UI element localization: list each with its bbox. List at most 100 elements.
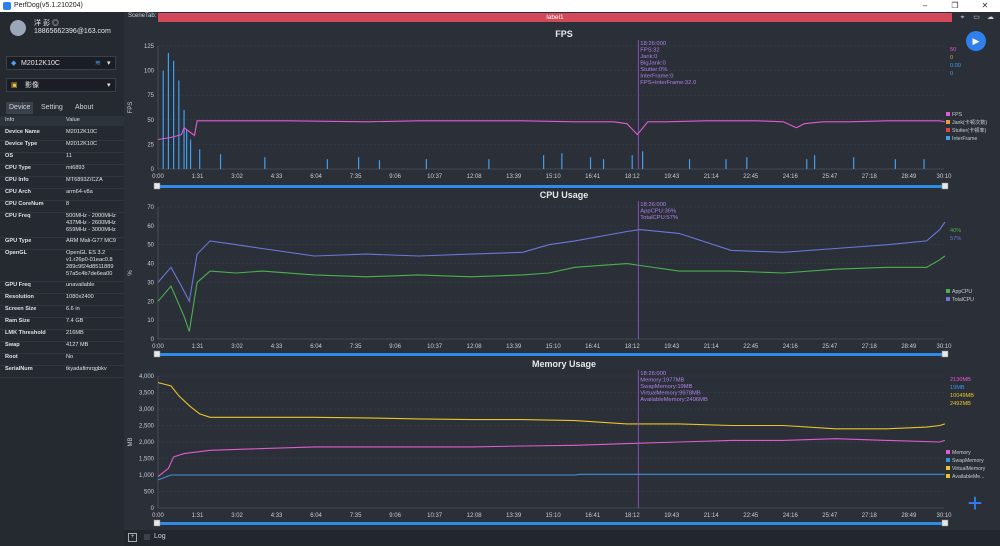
info-key: CPU Freq [5, 213, 31, 219]
x-tick-label: 6:04 [310, 513, 322, 519]
x-tick-label: 7:35 [350, 174, 362, 180]
y-tick-label: 100 [144, 69, 155, 75]
table-row: CPU Freq 500MHz - 2000MHz 437MHz - 2600MH… [0, 212, 124, 238]
y-tick-label: 125 [144, 44, 155, 50]
header-value: Value [66, 117, 80, 123]
legend-label: TotalCPU [952, 297, 974, 303]
restore-icon[interactable]: ❐ [951, 1, 959, 10]
x-tick-label: 15:10 [546, 344, 562, 350]
x-tick-label: 9:06 [389, 513, 401, 519]
series-line [157, 473, 945, 481]
x-tick-label: 19:43 [664, 513, 680, 519]
y-tick-label: 0 [151, 506, 155, 512]
x-tick-label: 30:10 [936, 174, 952, 180]
table-row: Resolution 1080x2400 [0, 293, 124, 306]
y-tick-label: 50 [147, 243, 154, 249]
x-tick-label: 13:39 [506, 174, 522, 180]
series-line [157, 221, 946, 304]
slider-handle-right [941, 182, 949, 190]
expand-log-icon[interactable]: + [128, 533, 137, 542]
y-tick-label: 0 [151, 337, 155, 343]
tooltip-text: FPS+InterFrame:32.0 [640, 80, 696, 86]
close-icon[interactable]: ✕ [981, 1, 989, 10]
tooltip-text: 18:26:000 [640, 41, 666, 47]
info-value: 8 [66, 201, 70, 207]
x-tick-label: 9:06 [389, 174, 401, 180]
x-tick-label: 4:33 [271, 513, 283, 519]
table-row: OS 11 [0, 152, 124, 165]
table-row: GPU Freq unavailable [0, 281, 124, 294]
y-tick-label: 2,500 [139, 424, 155, 430]
tooltip-text: VirtualMemory:9978MB [640, 391, 701, 397]
current-value-label: 57% [950, 236, 961, 242]
y-axis-label: % [128, 270, 134, 276]
chart-title: FPS [555, 29, 573, 39]
time-range-slider [158, 353, 944, 356]
x-tick-label: 22:45 [743, 174, 759, 180]
slider-handle-right [941, 519, 949, 527]
tab-device[interactable]: Device [6, 102, 34, 114]
tooltip-text: TotalCPU:57% [640, 215, 678, 221]
tab-about[interactable]: About [75, 104, 94, 111]
main-panel: SceneTab: label1 ⌖ ▭ ☁ FPS FPS 0 25 50 75 100 1… [124, 12, 1000, 546]
info-value: 11 [66, 153, 72, 159]
add-chart-button[interactable]: + [967, 488, 983, 518]
x-tick-label: 12:08 [467, 344, 483, 350]
x-tick-label: 21:14 [704, 344, 720, 350]
cloud-icon[interactable]: ☁ [987, 14, 994, 21]
current-value-label: 40% [950, 228, 961, 234]
info-key: GPU Freq [5, 282, 31, 288]
legend-swatch [946, 289, 950, 293]
x-tick-label: 16:41 [585, 174, 601, 180]
legend-label: Memory [952, 450, 971, 456]
table-row: OpenGL OpenGL ES 3.2 v1.r26p0-01eac0.8 28… [0, 249, 124, 282]
y-tick-label: 60 [147, 224, 154, 230]
x-tick-label: 18:12 [625, 174, 641, 180]
current-value-label: 50 [950, 47, 956, 53]
info-key: LMK Threshold [5, 330, 46, 336]
x-tick-label: 27:18 [862, 344, 878, 350]
table-row: CPU Type mt6893 [0, 164, 124, 177]
scene-bar: SceneTab: label1 ⌖ ▭ ☁ [124, 12, 1000, 23]
info-value: 4127 MB [66, 342, 89, 348]
x-tick-label: 15:10 [546, 513, 562, 519]
y-tick-label: 2,000 [139, 440, 155, 446]
x-tick-label: 1:31 [192, 344, 204, 350]
minimize-icon[interactable]: – [922, 1, 928, 10]
bottom-bar: + Log [124, 530, 1000, 546]
table-row: LMK Threshold 216MB [0, 329, 124, 342]
y-tick-label: 25 [147, 142, 154, 148]
device-select[interactable]: ◆ M2012K10C ≋ ▾ [6, 56, 116, 70]
tooltip-text: 18:26:000 [640, 202, 666, 208]
x-tick-label: 25:47 [822, 513, 838, 519]
x-tick-label: 21:14 [704, 174, 720, 180]
scene-label-bar[interactable]: label1 [158, 13, 952, 22]
play-button[interactable]: ▶ [966, 31, 986, 51]
table-row: Screen Size 6.6 in [0, 305, 124, 318]
app-logo-icon [3, 2, 11, 10]
tab-setting[interactable]: Setting [41, 104, 63, 111]
current-value-label: 19MB [950, 385, 965, 391]
x-tick-label: 24:16 [783, 513, 799, 519]
info-value: ARM Mali-G77 MC9 [66, 238, 117, 244]
folder-icon[interactable]: ▭ [973, 14, 980, 21]
log-checkbox[interactable] [144, 534, 150, 540]
y-tick-label: 1,500 [139, 457, 155, 463]
table-row: Ram Size 7.4 GB [0, 317, 124, 330]
x-tick-label: 12:08 [467, 174, 483, 180]
x-tick-label: 22:45 [743, 513, 759, 519]
y-tick-label: 1,000 [139, 473, 155, 479]
y-tick-label: 500 [144, 490, 155, 496]
window-title: PerfDog(v5.1.210204) [14, 2, 83, 9]
x-tick-label: 19:43 [664, 344, 680, 350]
y-tick-label: 4,000 [139, 374, 155, 380]
app-select[interactable]: ▣ 影像 ▾ [6, 78, 116, 92]
x-tick-label: 24:16 [783, 174, 799, 180]
legend-swatch [946, 128, 950, 132]
current-value-label: 2492MB [950, 401, 971, 407]
info-value: M2012K10C [66, 141, 98, 147]
info-key: OS [5, 153, 14, 159]
location-icon[interactable]: ⌖ [960, 14, 965, 21]
avatar[interactable] [10, 20, 26, 36]
y-tick-label: 20 [147, 299, 154, 305]
